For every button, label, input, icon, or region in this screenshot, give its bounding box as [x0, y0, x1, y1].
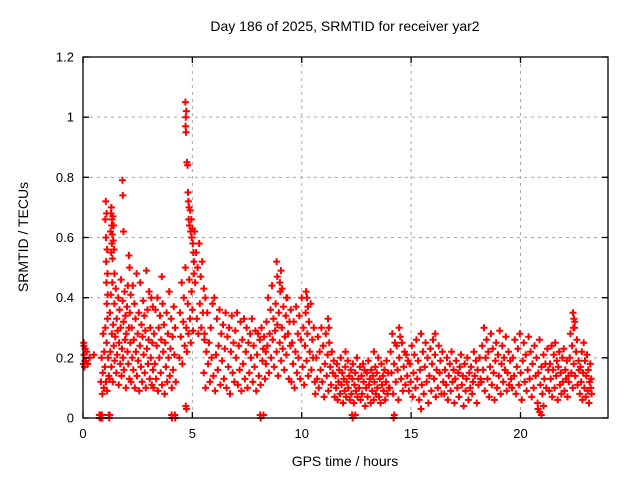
- y-tick-label: 0.6: [56, 230, 74, 245]
- x-tick-label: 20: [513, 426, 527, 441]
- x-tick-label: 10: [295, 426, 309, 441]
- x-tick-label: 0: [79, 426, 86, 441]
- x-axis-title: GPS time / hours: [292, 453, 399, 469]
- y-tick-label: 0.2: [56, 350, 74, 365]
- gridlines: [83, 57, 608, 418]
- chart-title: Day 186 of 2025, SRMTID for receiver yar…: [210, 18, 479, 34]
- y-tick-label: 0: [67, 411, 74, 426]
- y-axis-title: SRMTID / TECUs: [15, 182, 31, 292]
- x-tick-label: 15: [404, 426, 418, 441]
- plot-border: [82, 56, 609, 419]
- tick-labels: 0 5 10 15 20 0 0.2 0.4 0.6 0.8 1 1.2: [56, 50, 528, 442]
- y-tick-label: 0.4: [56, 290, 74, 305]
- y-tick-label: 0.8: [56, 170, 74, 185]
- y-tick-label: 1: [67, 110, 74, 125]
- grid-path: [83, 57, 608, 418]
- x-tick-label: 5: [189, 426, 196, 441]
- y-tick-label: 1.2: [56, 50, 74, 65]
